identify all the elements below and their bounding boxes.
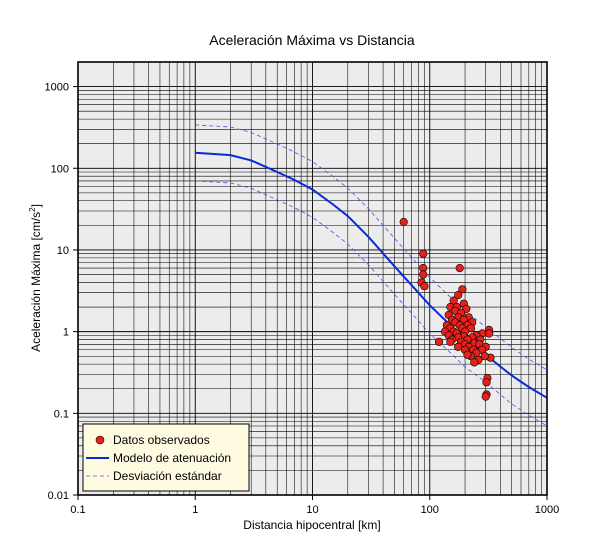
y-axis-ticks: 0.01 0.1 1 10 100 1000 [45,82,78,502]
data-point [463,350,472,359]
observed-data-points [399,217,495,401]
data-point [446,337,455,346]
y-axis-title-main: Aceleración Máxima [cm/s [29,212,43,352]
data-point [481,392,490,401]
x-tick-label: 1000 [535,504,559,516]
data-point [454,342,463,352]
y-axis-title: Aceleración Máxima [cm/s2] [28,204,43,352]
deviation-band [195,124,548,427]
x-tick-label: 100 [421,504,439,516]
y-axis-title-end: ] [29,204,43,207]
legend-box [82,423,250,492]
deviation-lower-line [195,180,548,427]
data-point [434,337,444,346]
x-tick-label: 10 [306,504,318,516]
deviation-upper-line [195,124,548,371]
data-point [482,378,491,387]
data-point [419,270,428,279]
y-tick-label: 100 [51,163,69,175]
y-tick-label: 0.01 [48,490,69,502]
data-point [470,358,479,367]
data-point [484,329,494,338]
legend-label-observed: Datos observados [113,433,210,447]
data-point [480,352,489,361]
data-point [399,217,408,227]
y-tick-label: 1000 [45,82,69,94]
y-tick-label: 10 [57,245,69,257]
y-tick-label: 1 [63,327,69,339]
x-axis-ticks: 0.1 1 10 100 1000 [70,495,559,516]
data-point [455,264,464,273]
legend-point-marker [95,435,105,445]
x-axis-title: Distancia hipocentral [km] [243,518,380,532]
legend-label-deviation: Desviación estándar [113,469,222,483]
y-tick-label: 0.1 [54,408,69,420]
x-tick-label: 0.1 [70,504,85,516]
legend-label-model: Modelo de atenuación [113,451,231,465]
data-point [420,282,429,291]
data-point [458,285,467,294]
legend: Datos observados Modelo de atenuación De… [82,423,250,492]
chart-title: Aceleración Máxima vs Distancia [209,32,415,48]
data-point [454,291,463,300]
x-tick-label: 1 [192,504,198,516]
y-axis-title-superscript: 2 [28,207,37,212]
grid-lines [77,61,548,496]
data-point [419,249,428,258]
